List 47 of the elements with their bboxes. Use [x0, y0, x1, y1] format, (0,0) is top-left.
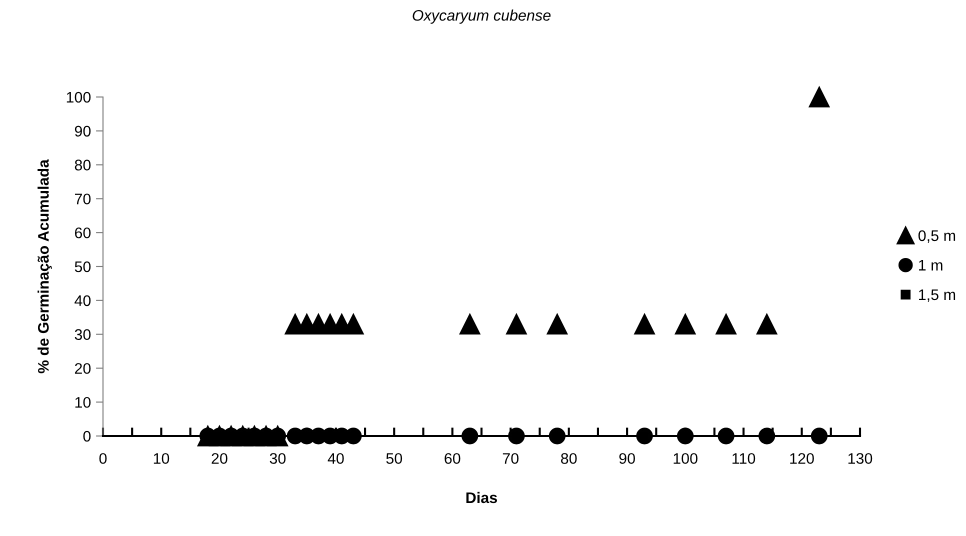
y-tick-label: 0 [83, 430, 91, 442]
point [676, 428, 694, 444]
y-tick-label: 30 [74, 329, 91, 340]
point [810, 428, 828, 444]
y-axis-title: % de Germinação Acumulada [38, 159, 52, 374]
point [674, 314, 696, 335]
x-tick-label: 0 [99, 453, 107, 464]
legend-label: 1,5 m [919, 289, 956, 302]
y-tick-label: 10 [75, 396, 91, 408]
point [718, 428, 734, 444]
point [634, 314, 655, 335]
y-tick-label: 90 [74, 126, 91, 137]
chart-title: Oxycaryum cubense [412, 10, 551, 24]
point [756, 314, 778, 335]
point [716, 314, 736, 335]
point [462, 428, 478, 444]
x-tick-label: 50 [386, 453, 402, 464]
x-tick-label: 100 [674, 453, 698, 464]
x-tick-label: 70 [502, 453, 519, 464]
point [808, 86, 830, 108]
y-tick-label: 50 [74, 261, 91, 272]
x-tick-label: 20 [212, 453, 228, 464]
point [546, 314, 568, 335]
y-tick-label: 40 [74, 295, 91, 306]
x-tick-label: 130 [848, 453, 872, 464]
x-tick-label: 30 [270, 453, 286, 464]
y-tick-label: 20 [74, 363, 91, 374]
point [459, 314, 480, 335]
point [636, 428, 653, 444]
x-tick-label: 10 [154, 453, 170, 464]
y-tick-label: 70 [74, 194, 91, 204]
x-tick-label: 120 [790, 453, 814, 464]
x-tick-label: 90 [619, 453, 635, 464]
x-axis-title: Dias [466, 492, 498, 504]
x-tick-label: 110 [732, 453, 756, 464]
x-tick-label: 80 [561, 453, 577, 464]
x-tick-label: 60 [444, 453, 460, 464]
legend-label: 0,5 m [918, 230, 956, 243]
point [548, 428, 566, 444]
point [508, 428, 525, 444]
point [506, 314, 527, 335]
y-tick-label: 60 [74, 227, 91, 238]
x-tick-label: 40 [328, 453, 344, 464]
y-tick-label: 80 [74, 160, 91, 170]
y-tick-label: 100 [66, 92, 91, 103]
legend-label: 1 m [919, 260, 942, 270]
point [758, 428, 776, 444]
